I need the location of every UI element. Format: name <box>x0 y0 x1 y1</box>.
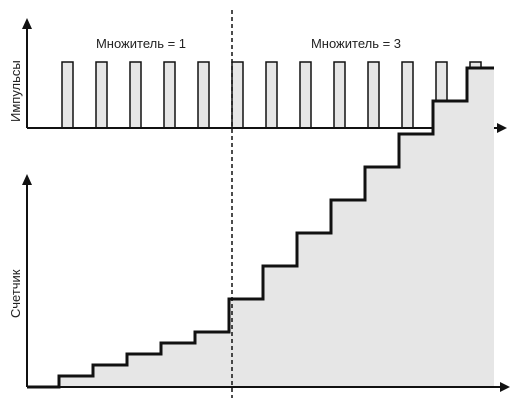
pulse-6 <box>231 61 244 129</box>
bottom-panel: Счетчик <box>8 66 510 392</box>
bottom-x-axis-arrowhead <box>500 382 510 392</box>
bottom-y-axis-arrowhead <box>22 174 32 185</box>
segment-label-multiplier-1: Множитель = 1 <box>96 36 186 51</box>
pulse-4 <box>163 61 176 129</box>
top-x-axis-arrowhead <box>497 123 507 133</box>
bottom-y-axis-label: Счетчик <box>8 269 23 318</box>
top-y-axis-arrowhead <box>22 18 32 29</box>
pulse-2 <box>95 61 108 129</box>
pulse-10 <box>367 61 380 129</box>
pulse-11 <box>401 61 414 129</box>
counter-area-fill <box>27 68 494 387</box>
pulse-5 <box>197 61 210 129</box>
pulse-train <box>61 61 482 129</box>
pulse-7 <box>265 61 278 129</box>
pulse-9 <box>333 61 346 129</box>
pulse-3 <box>129 61 142 129</box>
counter-staircase-line <box>27 66 494 389</box>
segment-label-multiplier-3: Множитель = 3 <box>311 36 401 51</box>
top-y-axis-label: Импульсы <box>8 60 23 122</box>
pulse-1 <box>61 61 74 129</box>
pulse-8 <box>299 61 312 129</box>
